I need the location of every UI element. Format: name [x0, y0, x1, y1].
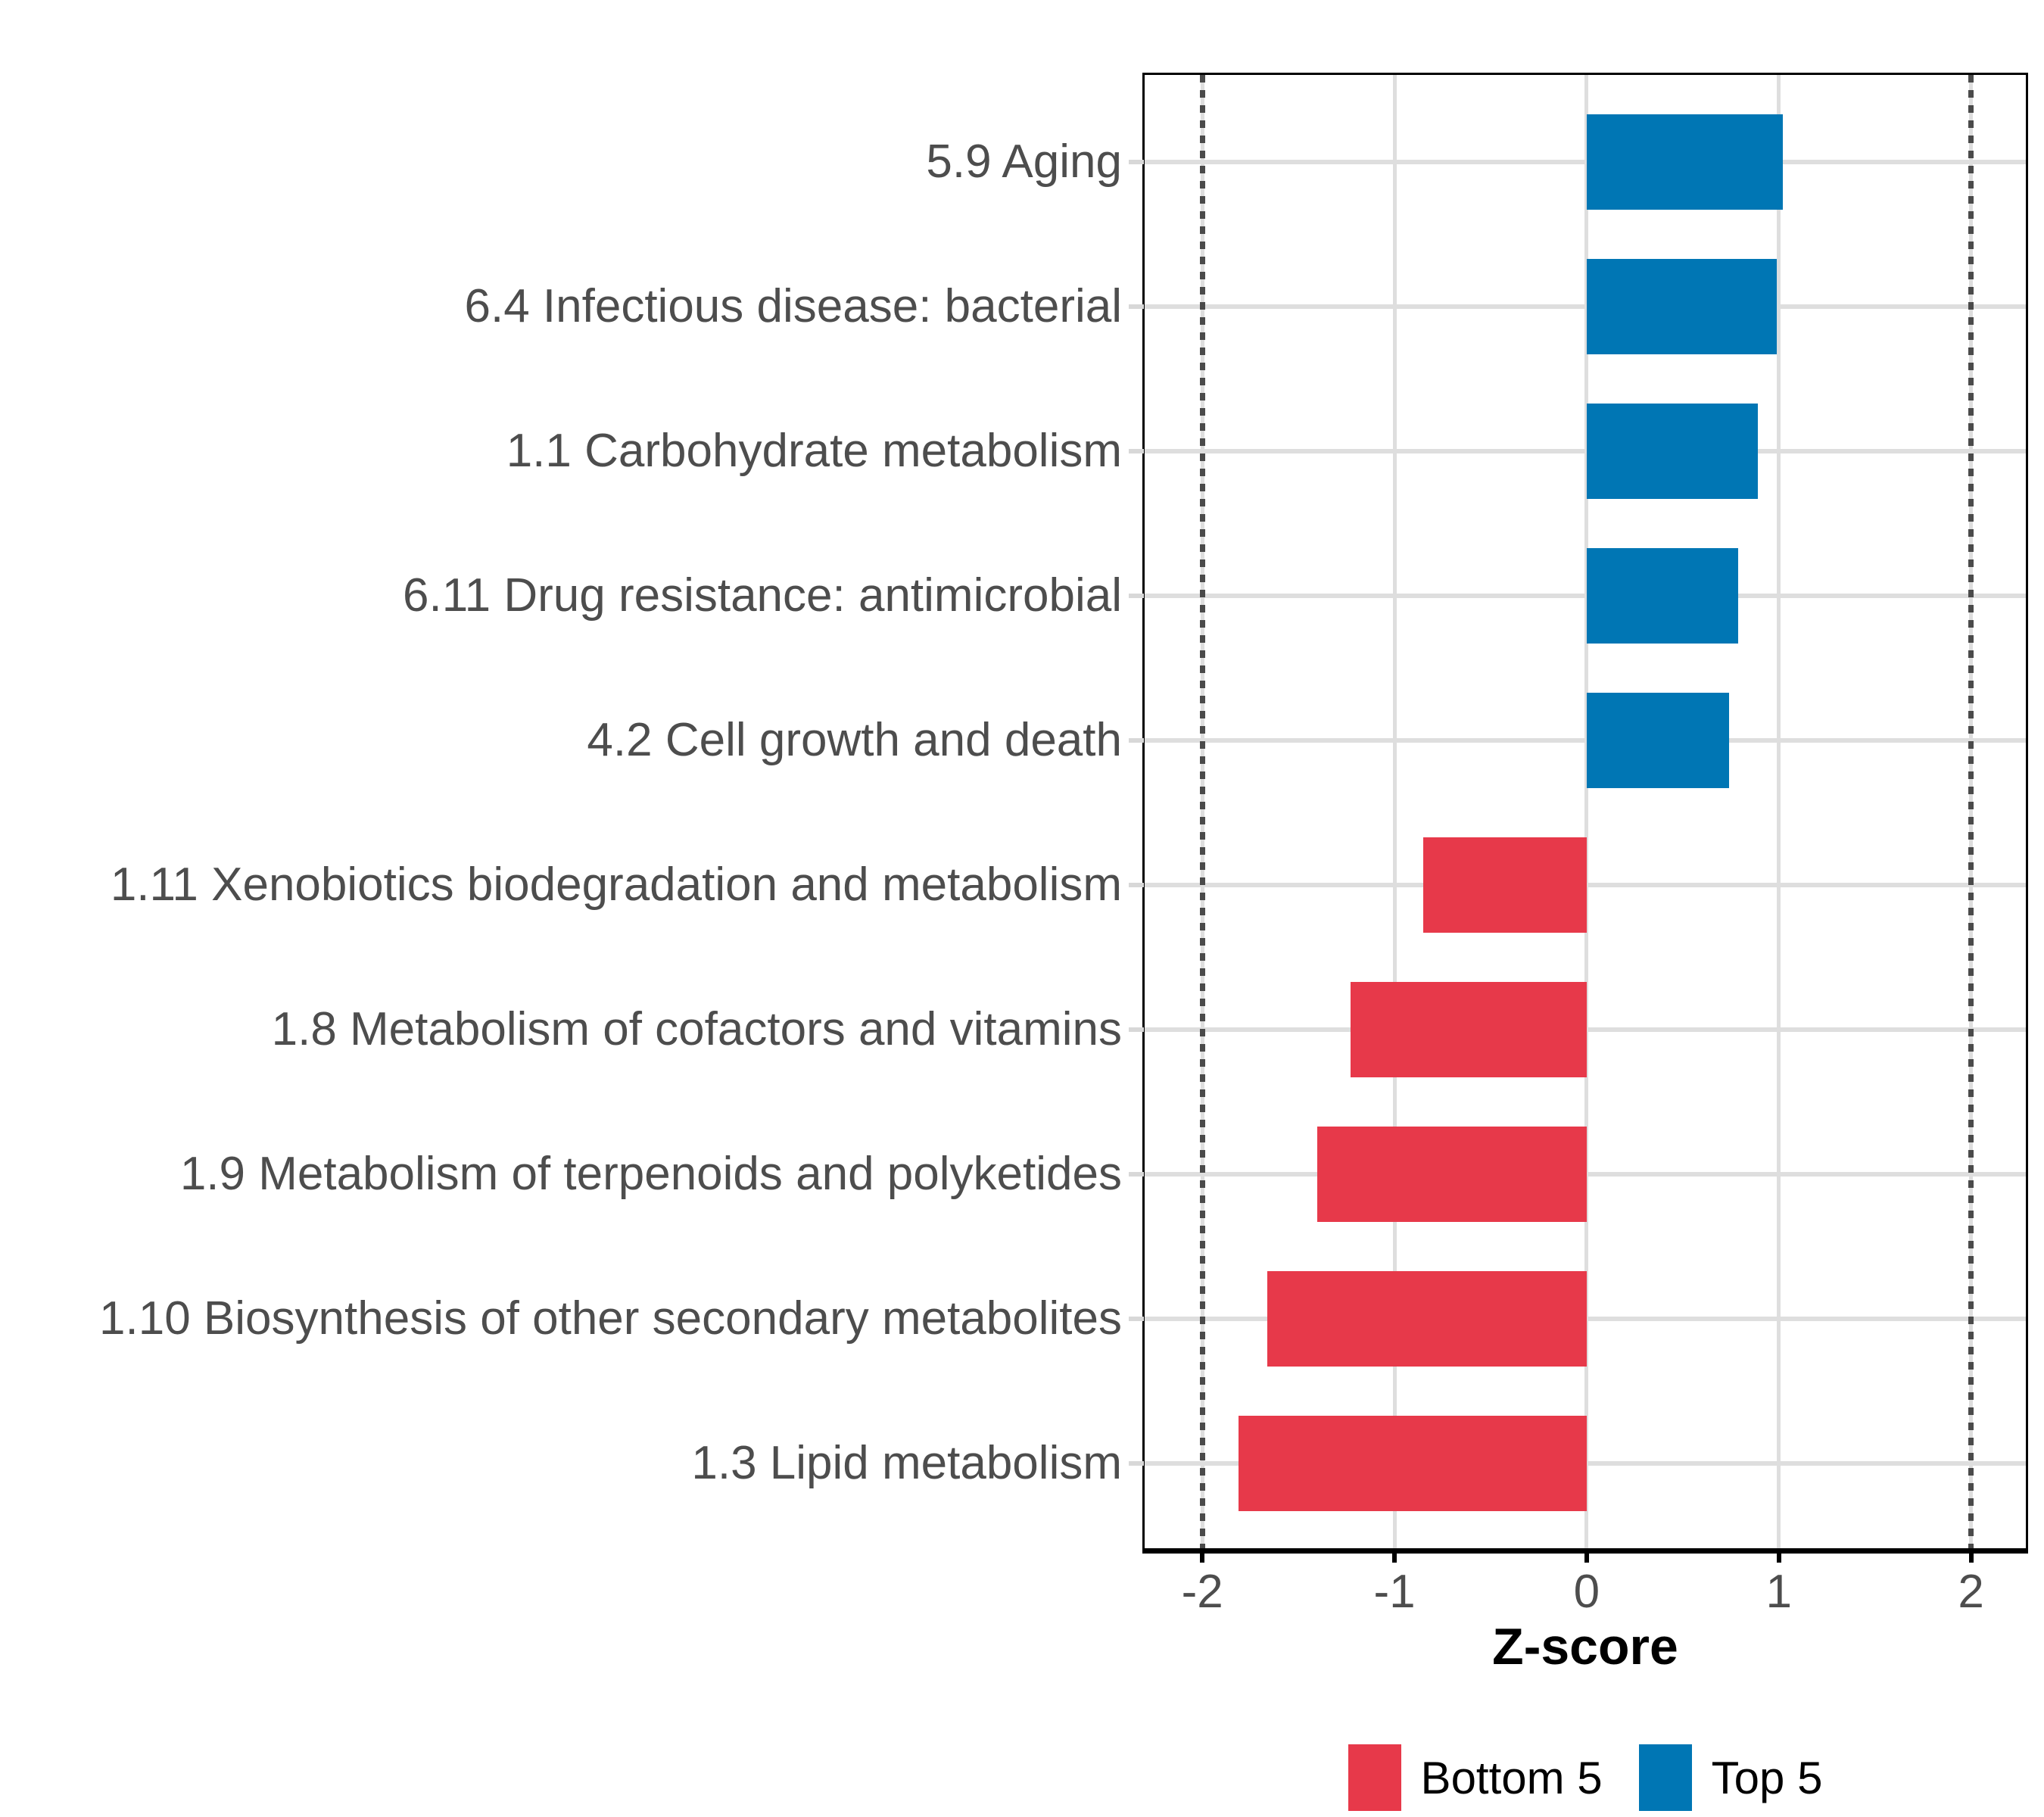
legend-swatch-top5 — [1638, 1744, 1692, 1811]
bar-top5 — [1586, 403, 1758, 499]
y-axis-tick — [1129, 883, 1144, 888]
y-axis-tick — [1129, 1317, 1144, 1322]
reference-line — [1199, 75, 1205, 1551]
legend-swatch-bottom5 — [1348, 1744, 1401, 1811]
y-axis-tick — [1129, 1172, 1144, 1177]
y-axis-tick — [1129, 448, 1144, 453]
y-axis-tick — [1129, 593, 1144, 598]
y-axis-category-label: 1.10 Biosynthesis of other secondary met… — [99, 1292, 1122, 1345]
x-axis-tick — [1968, 1551, 1974, 1563]
y-axis-category-label: 1.11 Xenobiotics biodegradation and meta… — [110, 859, 1122, 912]
y-axis-tick — [1129, 1461, 1144, 1466]
y-axis-tick — [1129, 737, 1144, 743]
x-axis-tick-label: -1 — [1373, 1566, 1416, 1618]
x-axis-tick-label: -2 — [1181, 1566, 1223, 1618]
legend-label-top5: Top 5 — [1711, 1752, 1823, 1803]
bar-bottom5 — [1317, 1127, 1587, 1223]
bar-top5 — [1586, 258, 1778, 354]
x-axis-tick — [1200, 1551, 1205, 1563]
gridline-vertical — [1392, 75, 1397, 1551]
y-axis-category-label: 1.8 Metabolism of cofactors and vitamins — [271, 1003, 1122, 1056]
bar-bottom5 — [1350, 982, 1587, 1078]
y-axis-category-label: 1.3 Lipid metabolism — [691, 1437, 1122, 1490]
y-axis-category-label: 6.4 Infectious disease: bacterial — [464, 279, 1122, 332]
legend-item-bottom5: Bottom 5 — [1348, 1744, 1603, 1811]
y-axis-category-label: 1.1 Carbohydrate metabolism — [506, 424, 1122, 477]
y-axis-category-label: 1.9 Metabolism of terpenoids and polyket… — [179, 1148, 1122, 1201]
bar-top5 — [1586, 547, 1739, 644]
gridline-vertical — [1584, 75, 1589, 1551]
plot-panel — [1142, 73, 2028, 1553]
x-axis-tick — [1776, 1551, 1781, 1563]
legend-item-top5: Top 5 — [1638, 1744, 1823, 1811]
y-axis-category-label: 6.11 Drug resistance: antimicrobial — [403, 569, 1122, 622]
y-axis-tick — [1129, 159, 1144, 164]
x-axis-tick-label: 1 — [1765, 1566, 1792, 1618]
bar-bottom5 — [1423, 837, 1587, 933]
x-axis-tick — [1584, 1551, 1589, 1563]
bar-top5 — [1586, 692, 1729, 788]
x-axis-tick-label: 0 — [1573, 1566, 1600, 1618]
x-axis-tick-label: 2 — [1958, 1566, 1984, 1618]
bar-top5 — [1586, 114, 1783, 210]
gridline-vertical — [1777, 75, 1781, 1551]
legend: Bottom 5 Top 5 — [1145, 1740, 2026, 1815]
y-axis-tick — [1129, 304, 1144, 309]
legend-label-bottom5: Bottom 5 — [1420, 1752, 1603, 1803]
y-axis-category-label: 4.2 Cell growth and death — [587, 713, 1122, 766]
x-axis-title: Z-score — [1492, 1618, 1678, 1675]
y-axis-category-label: 5.9 Aging — [926, 135, 1122, 188]
bar-bottom5 — [1239, 1416, 1587, 1512]
x-axis-line — [1142, 1548, 2028, 1554]
x-axis-tick — [1392, 1551, 1397, 1563]
y-axis-tick — [1129, 1027, 1144, 1033]
bar-bottom5 — [1267, 1271, 1587, 1367]
reference-line — [1968, 75, 1974, 1551]
